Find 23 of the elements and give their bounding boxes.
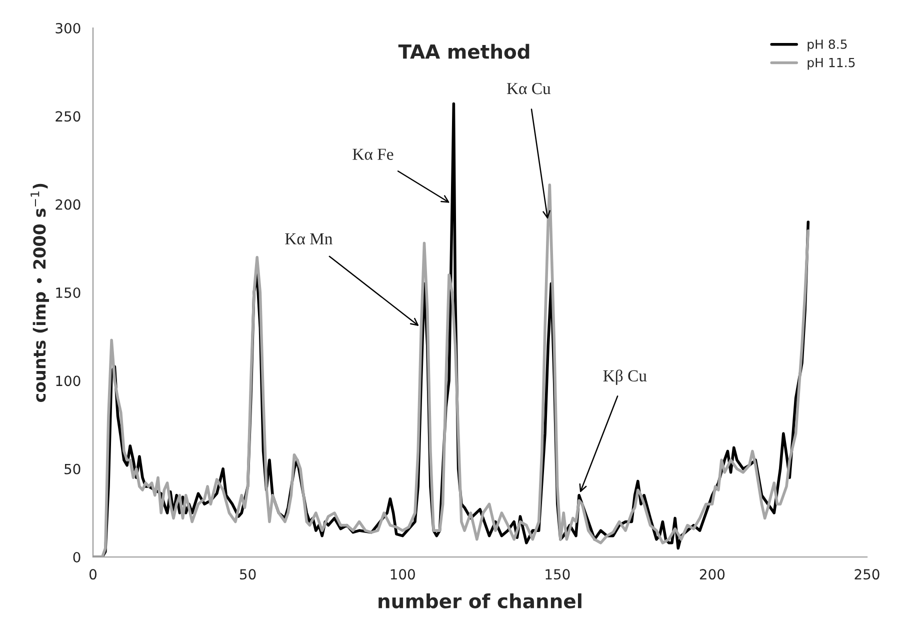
x-tick-label: 100 — [390, 569, 415, 580]
y-tick-label: 150 — [56, 287, 80, 298]
annotation: Kβ Cu — [603, 370, 647, 385]
x-tick-label: 150 — [546, 569, 570, 580]
y-tick-label: 200 — [56, 199, 80, 210]
text: TAA method — [398, 44, 530, 59]
y-tick-label: 300 — [56, 22, 80, 34]
x-tick-label: 0 — [89, 569, 96, 580]
x-tick-label: 200 — [700, 569, 725, 580]
y-tick-label: 250 — [56, 111, 80, 122]
annotation: Kα Fe — [352, 148, 394, 160]
y-axis-title: counts (imp • 2000 s$^{−1}$) — [30, 184, 49, 402]
annotation: Kα Mn — [285, 233, 332, 244]
annotation: Kα Cu — [506, 82, 551, 94]
y-tick-label: 50 — [64, 464, 80, 474]
y-tick-label: 100 — [56, 376, 80, 386]
legend-label: pH 8.5 — [808, 39, 847, 52]
x-tick-label: 50 — [240, 569, 256, 580]
x-axis-title: number of channel — [378, 593, 582, 608]
legend-label: pH 11.5 — [808, 58, 855, 70]
y-tick-label: 0 — [73, 552, 80, 562]
line-series — [93, 184, 810, 557]
x-tick-label: 250 — [854, 569, 880, 580]
